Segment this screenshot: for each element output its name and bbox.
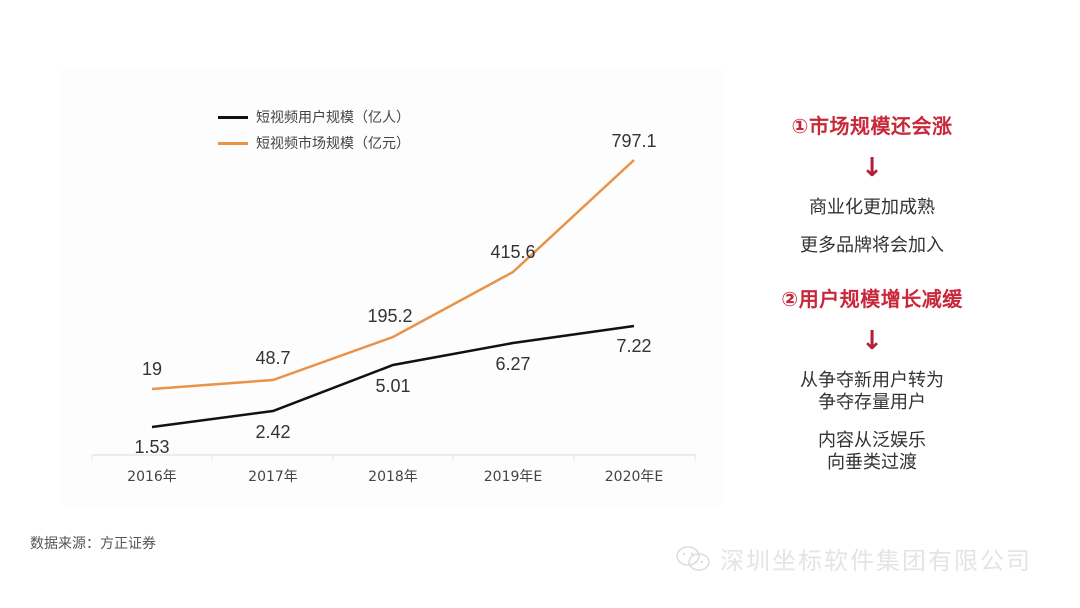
watermark: 深圳坐标软件集团有限公司 xyxy=(674,541,1032,576)
wechat-icon xyxy=(676,545,710,571)
users-label-2018: 5.01 xyxy=(375,376,410,396)
insights-panel: ①市场规模还会涨 ↓ 商业化更加成熟 更多品牌将会加入 ②用户规模增长减缓 ↓ … xyxy=(752,110,992,474)
market-label-2020: 797.1 xyxy=(611,131,656,151)
x-tick-2017: 2017年 xyxy=(248,469,298,485)
legend-swatch-orange xyxy=(218,141,248,145)
legend-item-users: 短视频用户规模（亿人） xyxy=(218,104,410,130)
watermark-text: 深圳坐标软件集团有限公司 xyxy=(720,547,1032,575)
legend-label: 短视频用户规模（亿人） xyxy=(256,110,410,126)
market-label-2018: 195.2 xyxy=(367,306,412,326)
x-tick-2020: 2020年E xyxy=(605,469,663,485)
market-label-2017: 48.7 xyxy=(255,348,290,368)
legend-label: 短视频市场规模（亿元） xyxy=(256,136,410,152)
data-source: 数据来源：方正证券 xyxy=(30,536,156,552)
users-label-2017: 2.42 xyxy=(255,422,290,442)
insight-1-line-1: 商业化更加成熟 xyxy=(809,197,935,218)
down-arrow-icon: ↓ xyxy=(861,153,883,183)
users-label-2020: 7.22 xyxy=(616,336,651,356)
insight-1-title: ①市场规模还会涨 xyxy=(791,114,953,138)
insight-2-title: ②用户规模增长减缓 xyxy=(781,287,963,311)
down-arrow-icon: ↓ xyxy=(861,326,883,356)
insight-2-line-3: 内容从泛娱乐 xyxy=(818,430,926,451)
chart-panel xyxy=(62,66,722,506)
insight-2-line-2: 争夺存量用户 xyxy=(818,392,926,413)
users-label-2016: 1.53 xyxy=(134,437,169,457)
x-tick-2019: 2019年E xyxy=(484,469,542,485)
market-size-line xyxy=(151,159,635,391)
insight-1-line-2: 更多品牌将会加入 xyxy=(800,235,944,256)
user-size-line xyxy=(151,324,635,429)
legend-item-market: 短视频市场规模（亿元） xyxy=(218,130,410,156)
market-label-2016: 19 xyxy=(142,359,162,379)
users-label-2019: 6.27 xyxy=(495,354,530,374)
market-label-2019: 415.6 xyxy=(490,242,535,262)
legend-swatch-black xyxy=(218,115,248,119)
x-tick-2016: 2016年 xyxy=(127,469,177,485)
x-tick-2018: 2018年 xyxy=(368,469,418,485)
chart-legend: 短视频用户规模（亿人） 短视频市场规模（亿元） xyxy=(218,104,410,156)
insight-2-line-4: 向垂类过渡 xyxy=(827,452,917,473)
insight-2-line-1: 从争夺新用户转为 xyxy=(800,370,944,391)
